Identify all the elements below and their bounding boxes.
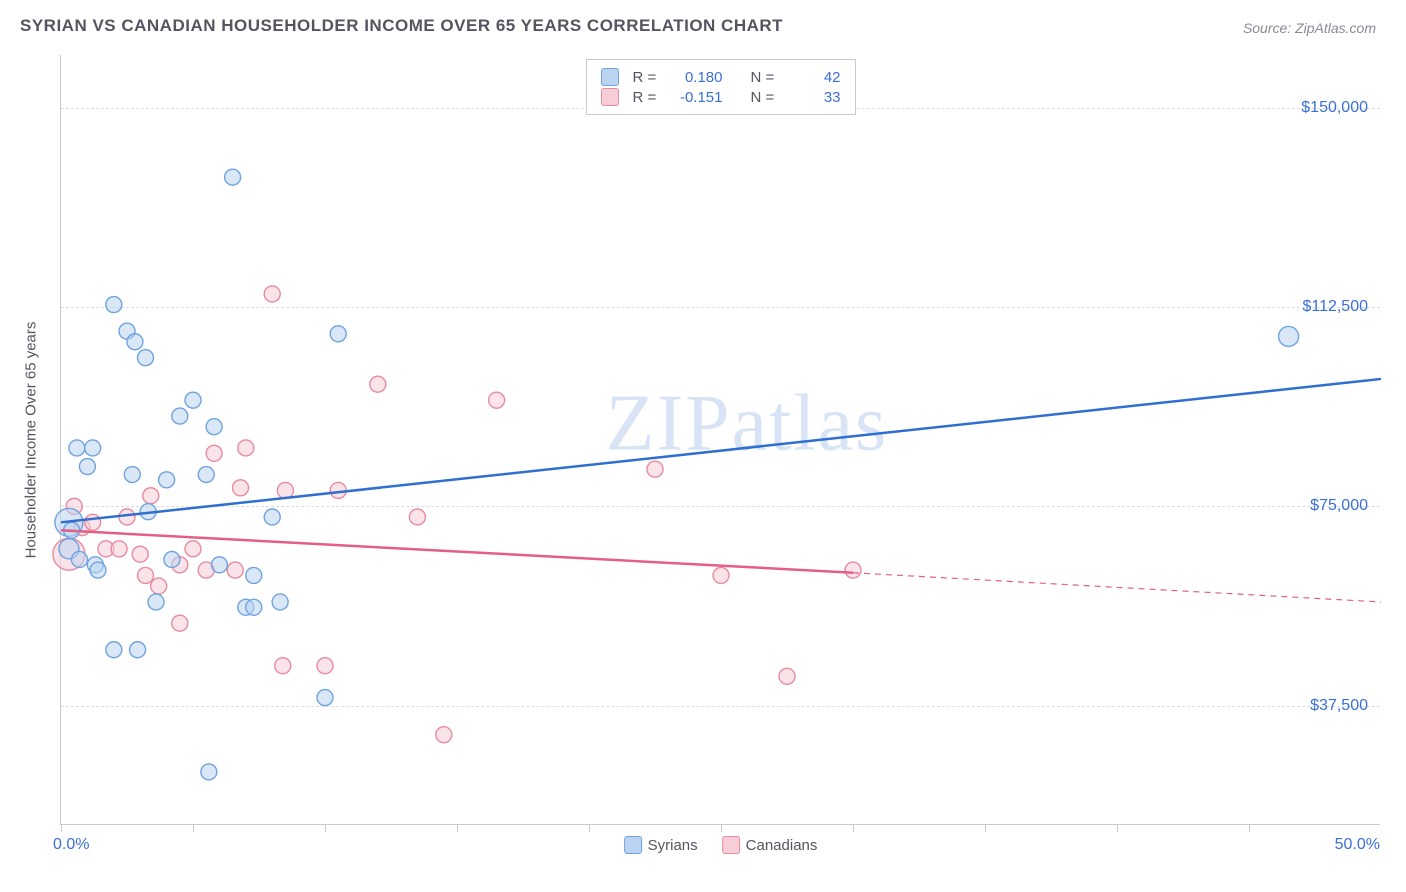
data-point	[317, 658, 333, 674]
x-tick-mark	[193, 824, 194, 832]
data-point	[85, 514, 101, 530]
data-point	[206, 445, 222, 461]
data-point	[106, 642, 122, 658]
scatter-plot-svg	[61, 55, 1380, 824]
data-point	[69, 440, 85, 456]
data-point	[148, 594, 164, 610]
data-point	[137, 567, 153, 583]
data-point	[264, 509, 280, 525]
data-point	[71, 551, 87, 567]
swatch-series-a-icon	[624, 836, 642, 854]
data-point	[164, 551, 180, 567]
source-label: Source: ZipAtlas.com	[1243, 20, 1376, 36]
trend-line	[61, 379, 1381, 522]
data-point	[845, 562, 861, 578]
data-point	[185, 541, 201, 557]
data-point	[277, 482, 293, 498]
data-point	[246, 599, 262, 615]
x-tick-mark	[589, 824, 590, 832]
data-point	[264, 286, 280, 302]
x-tick-mark	[1117, 824, 1118, 832]
x-tick-mark	[457, 824, 458, 832]
legend-item-b: Canadians	[722, 836, 818, 854]
data-point	[317, 690, 333, 706]
data-point	[238, 440, 254, 456]
n-label: N =	[751, 89, 779, 106]
swatch-series-b-icon	[722, 836, 740, 854]
data-point	[137, 350, 153, 366]
stats-row-b: R = -0.151 N = 33	[601, 88, 841, 106]
data-point	[106, 297, 122, 313]
data-point	[124, 467, 140, 483]
data-point	[79, 459, 95, 475]
data-point	[185, 392, 201, 408]
data-point	[330, 326, 346, 342]
data-point	[409, 509, 425, 525]
data-point	[436, 727, 452, 743]
legend-label-a: Syrians	[648, 837, 698, 854]
data-point	[647, 461, 663, 477]
data-point	[275, 658, 291, 674]
data-point	[111, 541, 127, 557]
data-point	[130, 642, 146, 658]
data-point	[172, 615, 188, 631]
x-tick-mark	[325, 824, 326, 832]
legend-label-b: Canadians	[746, 837, 818, 854]
n-label: N =	[751, 69, 779, 86]
x-tick-mark	[1249, 824, 1250, 832]
swatch-series-b-icon	[601, 88, 619, 106]
data-point	[201, 764, 217, 780]
n-value-b: 33	[787, 89, 841, 106]
x-tick-mark	[985, 824, 986, 832]
data-point	[233, 480, 249, 496]
stats-row-a: R = 0.180 N = 42	[601, 68, 841, 86]
r-label: R =	[633, 69, 661, 86]
data-point	[198, 467, 214, 483]
data-point	[272, 594, 288, 610]
x-axis-max-label: 50.0%	[1335, 836, 1380, 854]
chart-title: SYRIAN VS CANADIAN HOUSEHOLDER INCOME OV…	[20, 16, 783, 36]
x-tick-mark	[721, 824, 722, 832]
data-point	[159, 472, 175, 488]
data-point	[151, 578, 167, 594]
x-tick-mark	[61, 824, 62, 832]
y-axis-title: Householder Income Over 65 years	[23, 321, 40, 558]
data-point	[713, 567, 729, 583]
data-point	[143, 488, 159, 504]
data-point	[1279, 326, 1299, 346]
data-point	[127, 334, 143, 350]
swatch-series-a-icon	[601, 68, 619, 86]
chart-area: Householder Income Over 65 years $37,500…	[60, 55, 1380, 825]
data-point	[227, 562, 243, 578]
data-point	[246, 567, 262, 583]
data-point	[206, 419, 222, 435]
x-axis-min-label: 0.0%	[53, 836, 89, 854]
data-point	[172, 408, 188, 424]
data-point	[132, 546, 148, 562]
data-point	[90, 562, 106, 578]
x-tick-mark	[853, 824, 854, 832]
data-point	[85, 440, 101, 456]
correlation-stats-box: R = 0.180 N = 42 R = -0.151 N = 33	[586, 59, 856, 115]
n-value-a: 42	[787, 69, 841, 86]
data-point	[225, 169, 241, 185]
r-label: R =	[633, 89, 661, 106]
data-point	[489, 392, 505, 408]
data-point	[370, 376, 386, 392]
legend-item-a: Syrians	[624, 836, 698, 854]
data-point	[779, 668, 795, 684]
r-value-a: 0.180	[669, 69, 723, 86]
trend-line	[853, 573, 1381, 602]
legend-bottom: Syrians Canadians	[624, 836, 818, 854]
data-point	[211, 557, 227, 573]
r-value-b: -0.151	[669, 89, 723, 106]
